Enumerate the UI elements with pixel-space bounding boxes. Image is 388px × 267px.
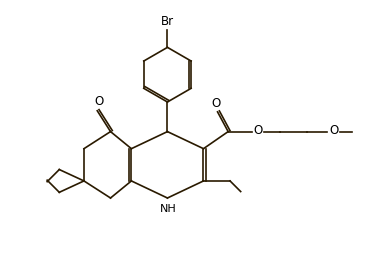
Text: O: O xyxy=(253,124,263,137)
Text: O: O xyxy=(212,97,221,110)
Text: NH: NH xyxy=(160,204,177,214)
Text: Br: Br xyxy=(161,15,174,29)
Text: O: O xyxy=(95,95,104,108)
Text: O: O xyxy=(329,124,338,137)
